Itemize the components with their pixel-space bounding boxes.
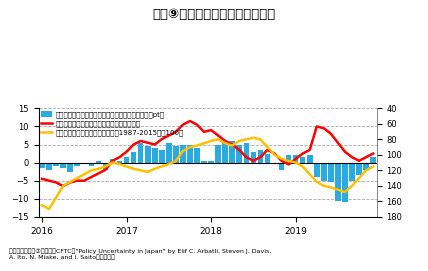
Bar xyxy=(370,157,376,163)
Bar xyxy=(54,163,59,166)
Bar xyxy=(244,143,249,163)
Bar xyxy=(95,161,101,163)
Bar xyxy=(152,148,158,163)
Bar xyxy=(307,155,312,163)
Bar xyxy=(173,146,179,163)
Bar xyxy=(89,163,94,166)
Bar xyxy=(124,157,129,163)
Bar xyxy=(81,163,87,164)
Bar xyxy=(342,163,348,202)
Bar xyxy=(335,163,341,201)
Bar xyxy=(279,163,284,170)
Legend: 為替レート前期同月比の差（＝実績値－理論値、％pt）, 投機筋（＝売りー買い、非商業部門、万枚）, 政策不確実性指数（右・逆目盛、1987-2015年＝100）: 為替レート前期同月比の差（＝実績値－理論値、％pt）, 投機筋（＝売りー買い、非… xyxy=(39,108,186,139)
Bar xyxy=(180,144,186,163)
Bar xyxy=(166,143,172,163)
Bar xyxy=(110,159,115,163)
Bar xyxy=(215,144,221,163)
Bar xyxy=(293,155,298,163)
Text: （出所：：図表⑦の出所、CFTC、"Policy Uncertainty in Japan" by Elif C. Arbatli, Steven J. Dav: （出所：：図表⑦の出所、CFTC、"Policy Uncertainty in … xyxy=(9,248,271,260)
Text: 図表⑨　投機筋の動向と不確実性: 図表⑨ 投機筋の動向と不確実性 xyxy=(152,8,276,21)
Bar xyxy=(286,155,291,163)
Bar xyxy=(187,144,193,163)
Bar xyxy=(223,143,228,163)
Bar xyxy=(60,163,66,168)
Bar xyxy=(356,163,362,175)
Bar xyxy=(363,163,369,170)
Bar xyxy=(201,161,207,163)
Bar xyxy=(138,143,143,163)
Bar xyxy=(145,146,151,163)
Bar xyxy=(300,157,306,163)
Bar xyxy=(349,163,355,181)
Bar xyxy=(194,148,200,163)
Bar xyxy=(159,150,165,163)
Bar xyxy=(321,163,327,181)
Bar xyxy=(39,163,45,168)
Bar xyxy=(250,152,256,163)
Bar xyxy=(67,163,73,172)
Bar xyxy=(258,150,263,163)
Bar xyxy=(265,154,270,163)
Bar xyxy=(131,152,137,163)
Bar xyxy=(208,161,214,163)
Bar xyxy=(74,163,80,166)
Bar xyxy=(314,163,320,177)
Bar xyxy=(236,144,242,163)
Bar xyxy=(229,141,235,163)
Bar xyxy=(103,163,108,170)
Bar xyxy=(328,163,334,182)
Bar xyxy=(117,161,122,163)
Bar xyxy=(46,163,52,170)
Bar xyxy=(272,163,277,164)
